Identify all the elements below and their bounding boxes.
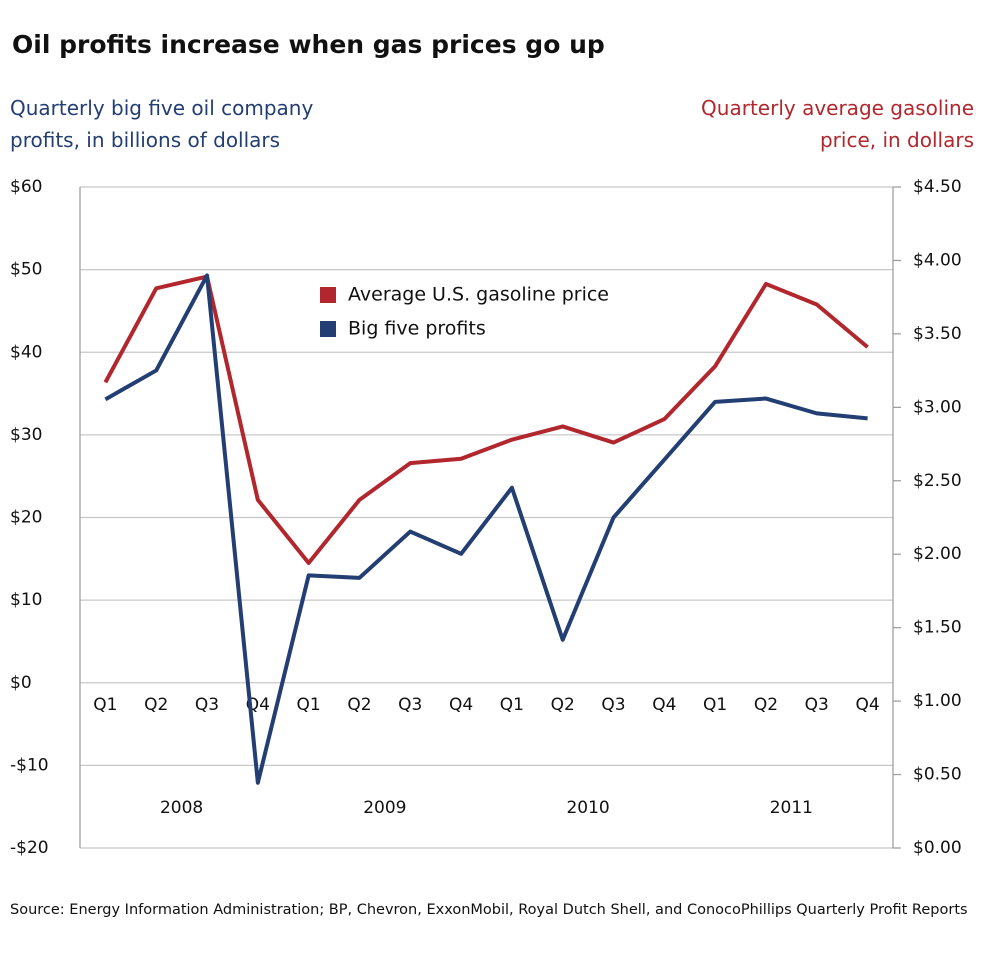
y-tick-label: $40 <box>10 342 42 362</box>
y2-tick-label: $0.00 <box>913 838 962 858</box>
y2-axis-title-box: Quarterly average gasoline price, in dol… <box>701 96 974 152</box>
x-tick-label: Q3 <box>195 695 219 715</box>
y-tick-label: $20 <box>10 508 42 528</box>
x-tick-label: Q1 <box>297 695 321 715</box>
x-tick-label: Q2 <box>551 695 575 715</box>
y2-tick-label: $2.00 <box>913 544 962 564</box>
source-box: Source: Energy Information Administratio… <box>10 902 968 918</box>
y-tick-label: -$10 <box>10 755 49 775</box>
y-axis-title-box: Quarterly big five oil company profits, … <box>10 96 314 152</box>
y-tick-label: $30 <box>10 425 42 445</box>
x-tick-label: Q2 <box>754 695 778 715</box>
x-tick-label: Q2 <box>347 695 371 715</box>
x-tick-label: Q1 <box>703 695 727 715</box>
y2-tick-label: $1.00 <box>913 691 962 711</box>
y-tick-label: $50 <box>10 260 42 280</box>
year-label: 2009 <box>363 798 406 818</box>
y2-tick-label: $4.50 <box>913 177 962 197</box>
year-label: 2011 <box>770 798 813 818</box>
year-label: 2010 <box>566 798 609 818</box>
y-tick-label: $0 <box>10 673 32 693</box>
x-tick-label: Q1 <box>500 695 524 715</box>
year-label: 2008 <box>160 798 203 818</box>
chart-title: Oil profits increase when gas prices go … <box>12 30 605 59</box>
y2-tick-label: $2.50 <box>913 471 962 491</box>
y2-tick-label: $4.00 <box>913 250 962 270</box>
series-line <box>104 273 868 785</box>
y-axis-title: Quarterly big five oil company profits, … <box>10 96 314 152</box>
y2-tick-label: $0.50 <box>913 765 962 785</box>
x-tick-label: Q3 <box>398 695 422 715</box>
y2-tick-label: $3.00 <box>913 397 962 417</box>
y-tick-label: $10 <box>10 590 42 610</box>
source: Source: Energy Information Administratio… <box>10 902 968 918</box>
series-line <box>103 274 869 566</box>
legend-label: Big five profits <box>348 318 486 340</box>
x-tick-label: Q3 <box>601 695 625 715</box>
x-tick-label: Q4 <box>449 695 473 715</box>
y2-axis-title: Quarterly average gasoline price, in dol… <box>701 96 974 152</box>
y2-tick-label: $1.50 <box>913 618 962 638</box>
y-tick-label: $60 <box>10 177 42 197</box>
x-tick-label: Q3 <box>805 695 829 715</box>
x-tick-label: Q1 <box>93 695 117 715</box>
y2-tick-label: $3.50 <box>913 324 962 344</box>
x-tick-label: Q4 <box>855 695 879 715</box>
legend-label: Average U.S. gasoline price <box>348 284 609 306</box>
legend-swatch <box>320 287 336 303</box>
legend-swatch <box>320 321 336 337</box>
x-tick-label: Q4 <box>652 695 676 715</box>
x-tick-label: Q2 <box>144 695 168 715</box>
y-tick-label: -$20 <box>10 838 49 858</box>
